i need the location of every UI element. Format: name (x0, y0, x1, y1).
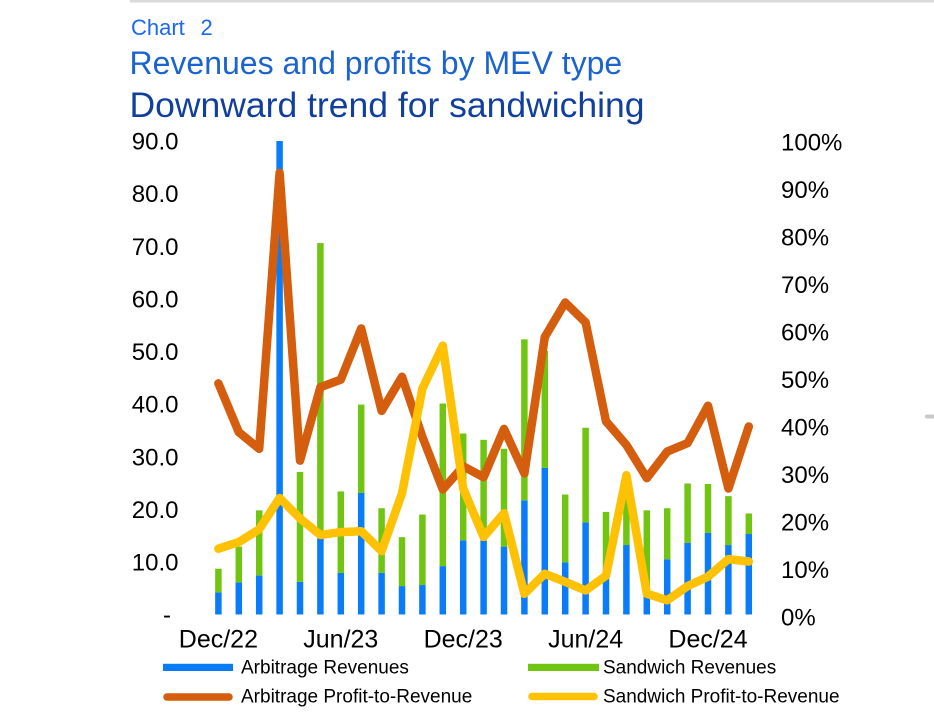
svg-text:80.0: 80.0 (132, 181, 179, 208)
svg-text:Chart: Chart (131, 15, 185, 40)
svg-text:60%: 60% (781, 319, 829, 346)
svg-text:60.0: 60.0 (132, 286, 179, 313)
svg-text:80%: 80% (781, 224, 829, 251)
svg-text:70.0: 70.0 (132, 234, 179, 261)
svg-text:50%: 50% (781, 367, 829, 394)
svg-text:100%: 100% (781, 129, 842, 156)
svg-text:50.0: 50.0 (132, 339, 179, 366)
svg-text:90%: 90% (781, 177, 829, 204)
svg-text:90.0: 90.0 (132, 129, 179, 156)
svg-text:Dec/22: Dec/22 (179, 626, 258, 654)
svg-text:2: 2 (201, 15, 213, 40)
svg-text:10.0: 10.0 (132, 550, 179, 577)
svg-text:30%: 30% (781, 462, 829, 489)
svg-text:20.0: 20.0 (132, 497, 179, 524)
svg-text:Jun/23: Jun/23 (303, 626, 378, 654)
svg-text:Dec/23: Dec/23 (424, 626, 503, 654)
svg-text:Revenues and profits by MEV ty: Revenues and profits by MEV type (130, 45, 623, 81)
svg-text:Jun/24: Jun/24 (548, 626, 623, 654)
svg-text:10%: 10% (781, 557, 829, 584)
svg-text:Downward trend for sandwiching: Downward trend for sandwiching (130, 85, 645, 125)
svg-text:Arbitrage Profit-to-Revenue: Arbitrage Profit-to-Revenue (241, 686, 472, 707)
svg-text:Sandwich Revenues: Sandwich Revenues (603, 658, 776, 679)
svg-text:30.0: 30.0 (132, 444, 179, 471)
svg-text:Sandwich Profit-to-Revenue: Sandwich Profit-to-Revenue (603, 686, 840, 707)
svg-text:40%: 40% (781, 414, 829, 441)
svg-text:Arbitrage Revenues: Arbitrage Revenues (241, 658, 409, 679)
svg-text:0%: 0% (781, 604, 816, 631)
svg-text:-: - (163, 602, 171, 629)
svg-text:20%: 20% (781, 509, 829, 536)
svg-text:Dec/24: Dec/24 (668, 626, 747, 654)
svg-text:70%: 70% (781, 272, 829, 299)
svg-text:40.0: 40.0 (132, 392, 179, 419)
